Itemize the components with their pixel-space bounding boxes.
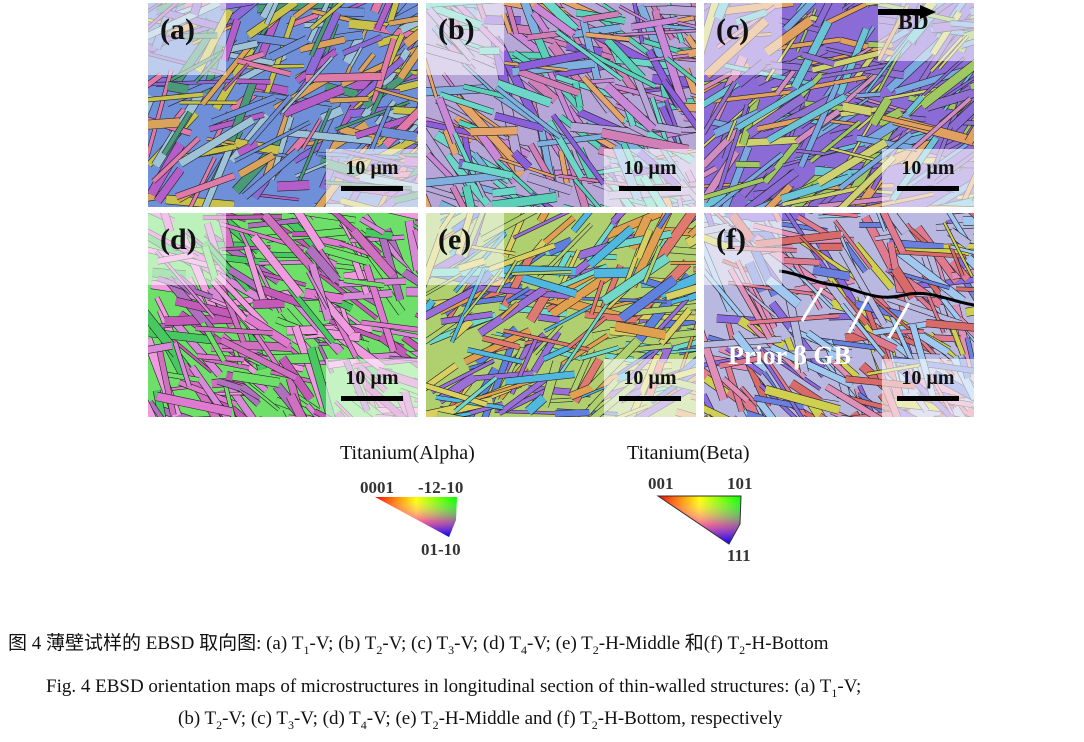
scale-bar-label: 10 µm	[623, 157, 677, 179]
caption-text: -H-Middle and (f) T	[438, 708, 592, 729]
panel-label: (a)	[148, 3, 226, 75]
legend-alpha-corner-0001: 0001	[360, 478, 394, 497]
arrow-icon	[887, 302, 911, 339]
ebsd-panel-e: (e) 10 µm	[426, 213, 696, 417]
subscript: 1	[831, 685, 838, 700]
ipf-triangle-beta	[656, 495, 742, 545]
legend-beta-corner-001: 001	[648, 474, 674, 493]
subscript: 3	[287, 717, 294, 732]
subscript: 2	[376, 642, 383, 657]
legend-beta-title: Titanium(Beta)	[627, 442, 750, 464]
subscript: 3	[448, 642, 455, 657]
scale-bar: 10 µm	[604, 359, 696, 417]
scale-bar: 10 µm	[882, 359, 974, 417]
caption-english-line2: (b) T2-V; (c) T3-V; (d) T4-V; (e) T2-H-M…	[178, 708, 782, 733]
subscript: 2	[591, 717, 598, 732]
scale-bar-label: 10 µm	[623, 367, 677, 389]
arrow-icon	[847, 295, 871, 334]
legend-alpha-corner-12-10: -12-10	[418, 478, 464, 497]
subscript: 2	[432, 717, 439, 732]
panel-label: (d)	[148, 213, 226, 285]
arrow-right-icon	[878, 5, 936, 19]
subscript: 2	[216, 717, 223, 732]
scale-bar: 10 µm	[882, 149, 974, 207]
legend-beta-corner-111: 111	[727, 546, 751, 565]
scale-bar-label: 10 µm	[345, 157, 399, 179]
caption-text: -H-Bottom	[745, 633, 829, 654]
caption-text: (b) T	[178, 708, 217, 729]
caption-english-line1: Fig. 4 EBSD orientation maps of microstr…	[46, 676, 861, 701]
subscript: 2	[739, 642, 746, 657]
caption-text: -V; (e) T	[366, 708, 433, 729]
arrow-icon	[800, 287, 824, 322]
caption-text: -V; (c) T	[222, 708, 288, 729]
caption-text: -H-Bottom, respectively	[597, 708, 783, 729]
caption-text: -V; (b) T	[309, 633, 377, 654]
scale-bar: 10 µm	[604, 149, 696, 207]
subscript: 1	[303, 642, 310, 657]
caption-text: 图 4 薄壁试样的 EBSD 取向图: (a) T	[8, 633, 304, 654]
caption-text: -V; (d) T	[293, 708, 361, 729]
ebsd-panel-f: (f) 10 µm Prior β GB	[704, 213, 974, 417]
ebsd-panel-d: (d) 10 µm	[148, 213, 418, 417]
legend-alpha-corner-01-10: 01-10	[421, 540, 461, 559]
subscript: 2	[592, 642, 599, 657]
ipf-triangle-alpha	[375, 497, 457, 537]
scale-bar: 10 µm	[326, 149, 418, 207]
ebsd-panel-c: (c) 10 µm BD	[704, 3, 974, 207]
panel-label: (c)	[704, 3, 782, 75]
subscript: 4	[521, 642, 528, 657]
build-direction-annotation: BD	[878, 3, 974, 61]
legend-alpha-title: Titanium(Alpha)	[340, 442, 475, 464]
subscript: 4	[360, 717, 367, 732]
caption-text: -V; (d) T	[454, 633, 522, 654]
caption-text: Fig. 4 EBSD orientation maps of microstr…	[46, 676, 832, 697]
ebsd-panel-b: (b) 10 µm	[426, 3, 696, 207]
prior-beta-gb-annotation: Prior β GB	[728, 341, 851, 370]
ebsd-panel-a: (a) 10 µm	[148, 3, 418, 207]
scale-bar-label: 10 µm	[901, 367, 955, 389]
panel-label: (e)	[426, 213, 504, 285]
caption-text: -V; (e) T	[527, 633, 593, 654]
caption-text: -V; (c) T	[382, 633, 449, 654]
panel-label: (f)	[704, 213, 782, 285]
legend-beta-corner-101: 101	[727, 474, 753, 493]
scale-bar-label: 10 µm	[901, 157, 955, 179]
caption-chinese: 图 4 薄壁试样的 EBSD 取向图: (a) T1-V; (b) T2-V; …	[8, 628, 829, 658]
scale-bar-label: 10 µm	[345, 367, 399, 389]
caption-text: -V;	[837, 676, 862, 697]
scale-bar: 10 µm	[326, 359, 418, 417]
caption-text: -H-Middle 和(f) T	[598, 633, 740, 654]
panel-label: (b)	[426, 3, 504, 75]
